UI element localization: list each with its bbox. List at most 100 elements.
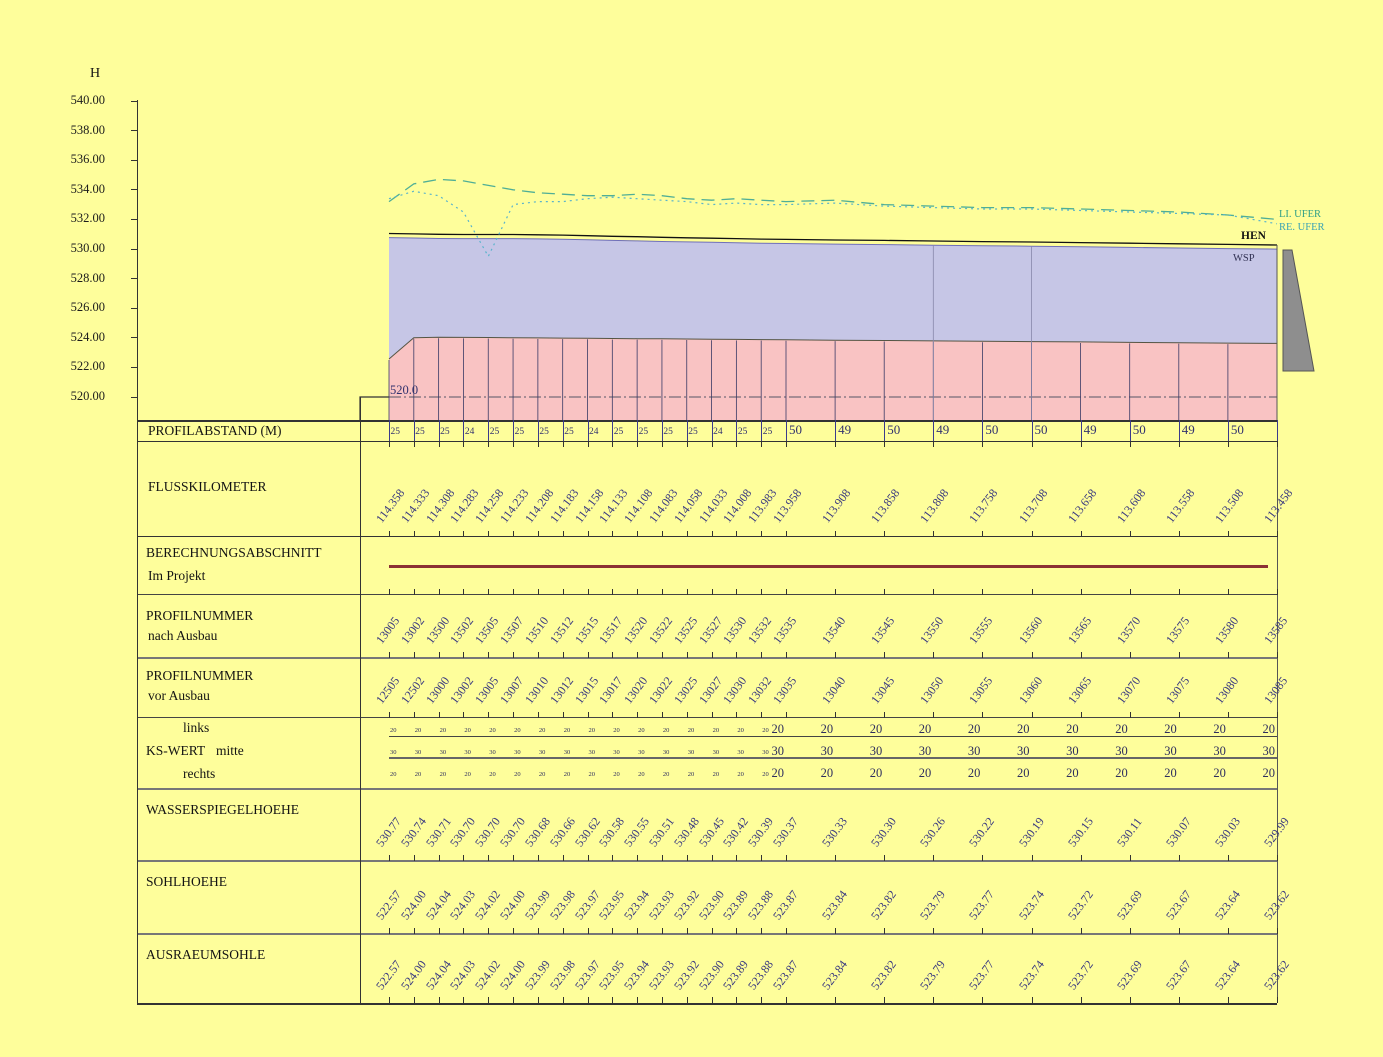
profile-tick bbox=[933, 589, 935, 595]
profilabstand-value: 50 bbox=[985, 422, 999, 437]
y-tick-label: 540.00 bbox=[70, 93, 105, 107]
profile-tick bbox=[463, 652, 465, 658]
profile-tick bbox=[413, 531, 415, 537]
profile-tick bbox=[587, 855, 589, 861]
profilabstand-value: 50 bbox=[887, 422, 901, 437]
profile-tick bbox=[612, 712, 614, 718]
profile-tick bbox=[413, 652, 415, 658]
y-tick-label: 534.00 bbox=[70, 181, 105, 196]
row-border bbox=[137, 536, 1277, 537]
ks-mitte-value: 30 bbox=[918, 744, 932, 758]
row-border bbox=[137, 860, 1277, 862]
profilabstand-separator bbox=[786, 420, 787, 441]
profile-tick bbox=[884, 589, 886, 595]
profile-tick bbox=[1227, 712, 1229, 718]
ks-links-value: 20 bbox=[1066, 722, 1079, 736]
profile-tick bbox=[1178, 855, 1180, 861]
profile-tick bbox=[488, 589, 490, 595]
ks-mitte-value: 30 bbox=[820, 744, 834, 758]
profile-tick bbox=[513, 531, 515, 537]
profile-tick bbox=[1178, 589, 1180, 595]
profile-tick bbox=[413, 712, 415, 718]
ks-mitte-value: 30 bbox=[538, 749, 546, 756]
profile-tick bbox=[1129, 928, 1131, 934]
profile-tick bbox=[463, 441, 465, 447]
profile-tick bbox=[1277, 531, 1278, 537]
profilabstand-value: 50 bbox=[1132, 422, 1146, 437]
ks-mitte-value: 30 bbox=[489, 749, 496, 756]
row-label-ausraeumsohle: AUSRAEUMSOHLE bbox=[146, 947, 266, 962]
profile-tick bbox=[488, 531, 490, 537]
ks-links-value: 20 bbox=[563, 727, 571, 734]
profilabstand-separator bbox=[1031, 420, 1033, 441]
profile-tick bbox=[884, 928, 886, 934]
profile-tick bbox=[1227, 441, 1229, 447]
ks-links-value: 20 bbox=[489, 727, 496, 734]
ks-links-value: 20 bbox=[1115, 722, 1128, 736]
profilabstand-separator bbox=[835, 420, 837, 441]
ks-links-value: 20 bbox=[762, 727, 769, 734]
profilabstand-value: 25 bbox=[390, 427, 401, 437]
ks-links-value: 20 bbox=[820, 722, 834, 736]
profile-tick bbox=[933, 712, 935, 718]
profilabstand-separator bbox=[686, 420, 688, 441]
hen-line bbox=[388, 232, 1278, 246]
profile-tick bbox=[562, 928, 564, 934]
profilabstand-separator bbox=[982, 420, 984, 441]
profile-tick bbox=[1080, 855, 1082, 861]
ks-links-value: 20 bbox=[918, 722, 932, 736]
re-ufer-line bbox=[388, 190, 1278, 258]
ks-rechts-value: 20 bbox=[1115, 766, 1128, 780]
profilabstand-separator bbox=[513, 420, 515, 441]
ks-links-value: 20 bbox=[538, 727, 546, 734]
profile-tick bbox=[1277, 589, 1278, 595]
profile-tick bbox=[513, 441, 515, 447]
profile-tick bbox=[835, 712, 837, 718]
y-axis-line bbox=[137, 100, 138, 1003]
ks-links-value: 20 bbox=[439, 727, 447, 734]
ks-links-value: 20 bbox=[1164, 722, 1177, 736]
li-ufer-line bbox=[388, 178, 1278, 221]
row-label-wasserspiegelhoehe: WASSERSPIEGELHOEHE bbox=[146, 802, 300, 817]
y-tick-mark bbox=[131, 218, 137, 220]
profilabstand-separator bbox=[761, 420, 763, 441]
profilabstand-separator bbox=[488, 420, 490, 441]
profile-tick bbox=[513, 712, 515, 718]
profilabstand-value: 25 bbox=[688, 427, 698, 437]
profile-tick bbox=[1031, 531, 1033, 537]
ks-rechts-value: 20 bbox=[514, 771, 521, 778]
ks-mitte-value: 30 bbox=[662, 749, 670, 756]
profile-tick bbox=[612, 652, 614, 658]
profilabstand-value: 49 bbox=[838, 422, 852, 437]
y-tick-label: 538.00 bbox=[70, 122, 105, 137]
profilabstand-value: 25 bbox=[638, 427, 649, 437]
ks-mitte-value: 30 bbox=[439, 749, 447, 756]
ks-rechts-value: 20 bbox=[1262, 766, 1276, 780]
profile-tick bbox=[389, 712, 390, 718]
ks-links-value: 20 bbox=[390, 727, 397, 734]
profile-tick bbox=[884, 531, 886, 537]
y-tick-mark bbox=[131, 278, 137, 280]
profile-tick bbox=[686, 441, 688, 447]
profile-tick bbox=[389, 997, 390, 1003]
y-tick-mark bbox=[131, 100, 137, 102]
profile-tick bbox=[1129, 855, 1131, 861]
profile-tick bbox=[463, 589, 465, 595]
profile-tick bbox=[982, 997, 984, 1003]
profile-tick bbox=[1080, 441, 1082, 447]
profile-tick bbox=[686, 531, 688, 537]
profile-tick bbox=[736, 928, 738, 934]
profile-tick bbox=[537, 997, 539, 1003]
profile-tick bbox=[736, 855, 738, 861]
profile-tick bbox=[1227, 997, 1229, 1003]
row-border bbox=[137, 933, 1277, 935]
profile-tick bbox=[389, 531, 390, 537]
ks-mitte-value: 30 bbox=[1066, 744, 1079, 758]
profilabstand-value: 49 bbox=[1083, 422, 1097, 437]
profile-tick bbox=[835, 441, 837, 447]
profile-tick bbox=[736, 997, 738, 1003]
y-tick-label: 520.00 bbox=[70, 389, 105, 403]
profile-tick bbox=[1129, 441, 1131, 447]
profile-tick bbox=[612, 928, 614, 934]
profile-tick bbox=[488, 712, 490, 718]
